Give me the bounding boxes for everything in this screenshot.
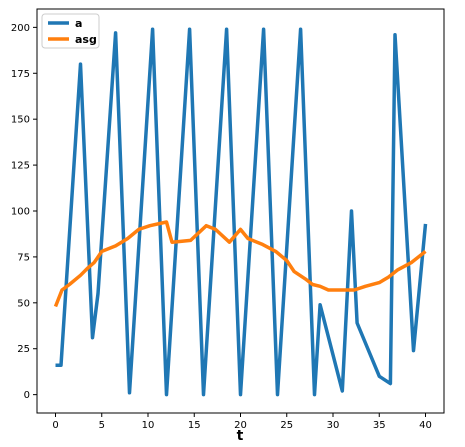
x-axis-ticks: 0 5 10 15 20 25 30 35 40 bbox=[52, 413, 432, 431]
x-tick-label: 20 bbox=[234, 420, 247, 431]
x-tick-label: 15 bbox=[188, 420, 201, 431]
legend-label-asg: asg bbox=[75, 33, 97, 46]
x-tick-label: 10 bbox=[142, 420, 155, 431]
legend-label-a: a bbox=[75, 17, 82, 30]
x-axis-title: t bbox=[237, 428, 244, 444]
x-tick-label: 40 bbox=[419, 420, 432, 431]
series-layer bbox=[53, 27, 428, 397]
x-tick-label: 30 bbox=[327, 420, 340, 431]
series-line-asg bbox=[53, 220, 427, 308]
x-tick-label: 35 bbox=[373, 420, 386, 431]
legend: a asg bbox=[41, 13, 100, 49]
y-tick-label: 0 bbox=[24, 390, 30, 401]
y-tick-label: 200 bbox=[11, 23, 30, 34]
y-tick-label: 75 bbox=[17, 252, 30, 263]
y-tick-label: 150 bbox=[11, 115, 30, 126]
x-tick-label: 25 bbox=[280, 420, 293, 431]
y-tick-label: 50 bbox=[17, 298, 30, 309]
x-tick-label: 0 bbox=[52, 420, 58, 431]
x-tick-label: 5 bbox=[99, 420, 105, 431]
y-tick-label: 125 bbox=[11, 161, 30, 172]
y-axis-ticks: 0 25 50 75 100 125 150 175 200 bbox=[11, 23, 37, 401]
series-line-a bbox=[55, 27, 428, 397]
y-tick-label: 100 bbox=[11, 207, 30, 218]
y-tick-label: 25 bbox=[17, 344, 30, 355]
y-tick-label: 175 bbox=[11, 69, 30, 80]
